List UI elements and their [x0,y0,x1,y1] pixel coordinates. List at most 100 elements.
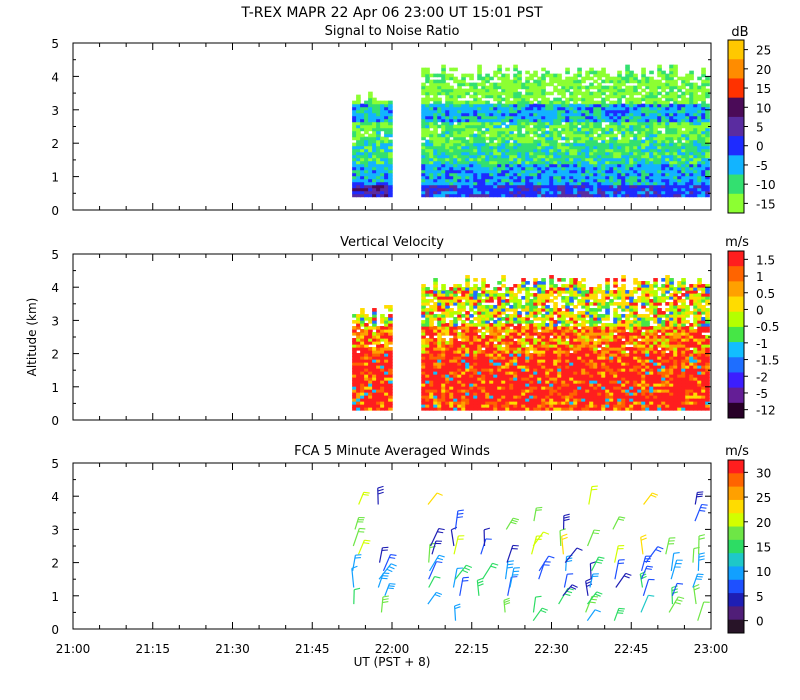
heatmap-cell [441,320,446,324]
heatmap-cell [665,118,670,123]
heatmap-cell [481,278,486,282]
heatmap-cell [581,103,586,108]
heatmap-cell [645,91,650,96]
heatmap-cell [384,175,389,180]
heatmap-cell [352,365,357,369]
y-tick-label: 0 [51,204,59,218]
heatmap-cell [449,392,454,396]
heatmap-cell [368,112,373,117]
heatmap-cell [529,166,534,171]
heatmap-cell [465,395,470,399]
heatmap-cell [497,169,502,174]
heatmap-cell [485,193,490,198]
heatmap-cell [693,91,698,96]
heatmap-cell [489,151,494,156]
heatmap-cell [505,88,510,93]
heatmap-cell [457,299,462,303]
heatmap-cell [465,190,470,195]
heatmap-cell [561,353,566,357]
heatmap-cell [625,106,630,111]
heatmap-cell [465,299,470,303]
heatmap-cell [705,190,710,195]
heatmap-cell [380,398,385,402]
heatmap-cell [493,395,498,399]
heatmap-cell [585,70,590,75]
heatmap-cell [665,82,670,87]
heatmap-cell [545,389,550,393]
heatmap-cell [469,320,474,324]
heatmap-cell [593,91,598,96]
heatmap-cell [453,347,458,351]
heatmap-cell [384,371,389,375]
heatmap-cell [529,335,534,339]
heatmap-cell [461,172,466,177]
heatmap-cell [384,145,389,150]
heatmap-cell [513,160,518,165]
heatmap-cell [545,142,550,147]
heatmap-cell [433,145,438,150]
heatmap-cell [689,175,694,180]
heatmap-cell [681,181,686,186]
heatmap-cell [356,121,361,126]
heatmap-cell [573,94,578,99]
heatmap-cell [609,76,614,81]
heatmap-cell [649,190,654,195]
colorbar-label: 15 [756,82,771,96]
heatmap-cell [681,82,686,87]
heatmap-cell [461,326,466,330]
heatmap-cell [457,118,462,123]
heatmap-cell [481,157,486,162]
heatmap-cell [461,344,466,348]
heatmap-cell [501,284,506,288]
heatmap-cell [352,395,357,399]
heatmap-cell [621,142,626,147]
heatmap-cell [525,136,530,141]
heatmap-cell [669,70,674,75]
heatmap-cell [356,127,361,132]
heatmap-cell [557,389,562,393]
heatmap-cell [473,151,478,156]
heatmap-cell [641,148,646,153]
heatmap-cell [445,380,450,384]
heatmap-cell [553,172,558,177]
heatmap-cell [429,106,434,111]
heatmap-cell [557,341,562,345]
heatmap-cell [629,115,634,120]
heatmap-cell [489,76,494,81]
heatmap-cell [529,344,534,348]
heatmap-cell [457,178,462,183]
heatmap-cell [681,109,686,114]
heatmap-cell [617,88,622,93]
heatmap-cell [477,145,482,150]
heatmap-cell [489,85,494,90]
heatmap-cell [613,76,618,81]
heatmap-cell [493,371,498,375]
heatmap-cell [425,166,430,171]
heatmap-cell [537,362,542,366]
heatmap-cell [501,190,506,195]
heatmap-cell [453,338,458,342]
heatmap-cell [597,133,602,138]
heatmap-cell [585,118,590,123]
heatmap-cell [433,172,438,177]
heatmap-cell [533,85,538,90]
heatmap-cell [693,190,698,195]
heatmap-cell [673,73,678,78]
heatmap-cell [509,133,514,138]
heatmap-cell [533,124,538,129]
heatmap-cell [705,163,710,168]
heatmap-cell [421,154,426,159]
heatmap-cell [461,184,466,189]
heatmap-cell [657,169,662,174]
heatmap-cell [497,133,502,138]
heatmap-cell [629,157,634,162]
heatmap-cell [372,359,377,363]
heatmap-cell [561,398,566,402]
heatmap-cell [437,169,442,174]
heatmap-cell [629,181,634,186]
heatmap-cell [513,172,518,177]
heatmap-cell [437,326,442,330]
heatmap-cell [481,290,486,294]
heatmap-cell [693,97,698,102]
heatmap-cell [433,362,438,366]
